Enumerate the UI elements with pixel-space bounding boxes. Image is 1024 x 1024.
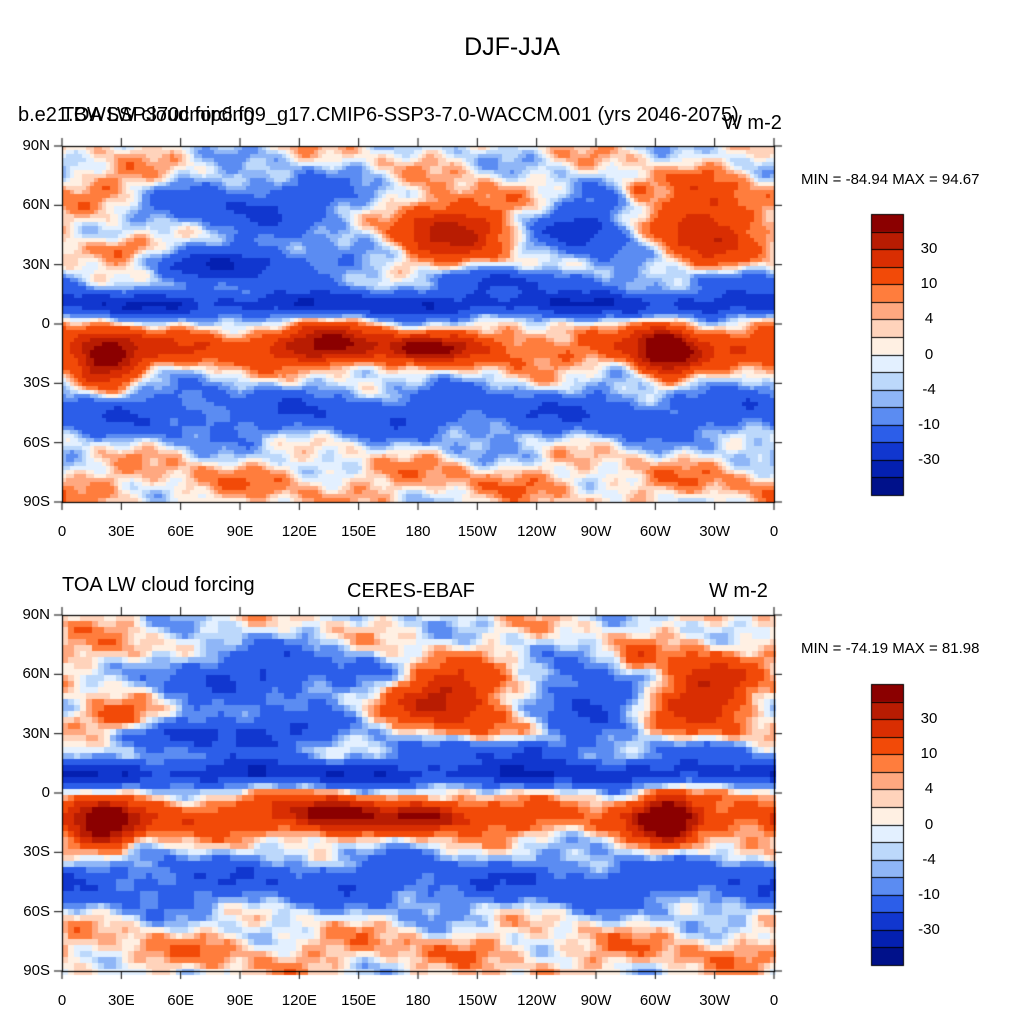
lat-tick-label: 90N xyxy=(22,137,50,154)
lon-tick-label: 120E xyxy=(281,523,317,540)
lon-tick-label: 120W xyxy=(517,992,557,1009)
lon-tick-label: 60W xyxy=(639,992,671,1009)
colorbar-tick-label: -4 xyxy=(922,850,936,868)
colorbar-tick-label: 0 xyxy=(924,345,934,363)
lon-tick-label: 90E xyxy=(226,523,254,540)
lat-tick-label: 60N xyxy=(22,665,50,683)
lon-tick-label: 60W xyxy=(639,523,671,540)
lon-tick-label: 0 xyxy=(769,992,779,1009)
lat-tick-label: 60S xyxy=(23,902,50,920)
lat-tick-label: 0 xyxy=(41,315,50,332)
lon-tick-label: 150E xyxy=(341,992,377,1009)
lat-tick-label: 60N xyxy=(22,196,50,214)
lon-tick-label: 30W xyxy=(699,992,731,1009)
lon-tick-label: 120W xyxy=(517,523,557,540)
lon-tick-label: 90W xyxy=(580,523,612,540)
lat-tick-label: 30S xyxy=(23,843,50,861)
colorbar-tick-label: -30 xyxy=(918,450,940,468)
lat-tick-label: 30N xyxy=(22,255,50,273)
lat-tick-label: 60S xyxy=(23,433,50,451)
lat-tick-label: 0 xyxy=(41,784,50,801)
lon-tick-label: 150W xyxy=(457,523,497,540)
colorbar-tick-label: -10 xyxy=(918,415,940,433)
colorbar-tick-label: 0 xyxy=(924,815,934,833)
colorbar-tick-label: -4 xyxy=(922,380,936,398)
colorbar-tick-label: 10 xyxy=(920,275,938,293)
panel-bottom-min-max: MIN = -74.19 MAX = 81.98 xyxy=(801,640,980,657)
colorbar-tick-label: 30 xyxy=(920,240,938,258)
lon-tick-label: 60E xyxy=(167,992,194,1009)
lon-tick-label: 30E xyxy=(107,523,135,540)
lon-tick-label: 180 xyxy=(405,992,431,1009)
lon-tick-label: 150W xyxy=(457,992,497,1009)
panel-bottom-center-title: CERES-EBAF xyxy=(347,580,475,602)
lon-tick-label: 0 xyxy=(57,523,67,540)
panel-top-units: W m-2 xyxy=(723,112,782,134)
lon-tick-label: 120E xyxy=(281,992,317,1009)
colorbar-tick-label: 30 xyxy=(920,710,938,728)
lat-tick-label: 90S xyxy=(23,493,50,510)
lon-tick-label: 60E xyxy=(167,523,194,540)
colorbar-tick-label: -30 xyxy=(918,920,940,938)
colorbar-tick-label: -10 xyxy=(918,885,940,903)
panel-bottom-left-title: TOA LW cloud forcing xyxy=(62,574,255,596)
lon-tick-label: 180 xyxy=(405,523,431,540)
panel-top-variable-title: TOA LW cloud forcing xyxy=(62,104,255,126)
lon-tick-label: 150E xyxy=(341,523,377,540)
colorbar-tick-label: 10 xyxy=(920,745,938,763)
lon-tick-label: 30W xyxy=(699,523,731,540)
lon-tick-label: 90W xyxy=(580,992,612,1009)
lat-tick-label: 30S xyxy=(23,374,50,392)
lon-tick-label: 30E xyxy=(107,992,135,1009)
panel-top-min-max: MIN = -84.94 MAX = 94.67 xyxy=(801,171,980,188)
figure-title: DJF-JJA xyxy=(464,33,560,61)
colorbar-tick-label: 4 xyxy=(924,780,934,798)
colorbar-tick-label: 4 xyxy=(924,310,934,328)
lon-tick-label: 0 xyxy=(769,523,779,540)
lat-tick-label: 30N xyxy=(22,724,50,742)
lon-tick-label: 0 xyxy=(57,992,67,1009)
lat-tick-label: 90S xyxy=(23,962,50,979)
lat-tick-label: 90N xyxy=(22,606,50,623)
lon-tick-label: 90E xyxy=(226,992,254,1009)
panel-bottom-units: W m-2 xyxy=(709,580,768,602)
panel-top-left-title: b.e21.BWSSP370cmip6.f09_g17.CMIP6-SSP3-7… xyxy=(18,104,739,126)
